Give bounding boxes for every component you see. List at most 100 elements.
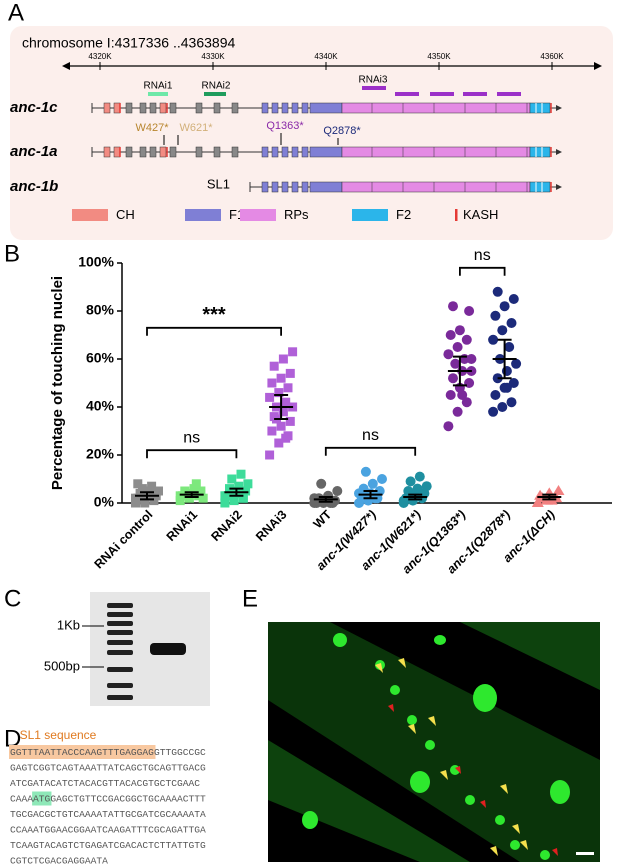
sequence-segment: CGTCTCGACGAGGAATA: [10, 855, 108, 866]
isoform-label: anc-1b: [10, 178, 58, 195]
data-point: [135, 488, 145, 498]
y-tick-label: 60%: [86, 350, 115, 366]
data-point: [325, 498, 336, 508]
exon: [281, 146, 289, 158]
data-point: [265, 450, 275, 460]
exon: [195, 146, 203, 158]
rnai-bar: [395, 92, 419, 96]
exon: [113, 102, 121, 114]
error-bar: [542, 493, 557, 501]
legend-label: KASH: [463, 207, 498, 222]
rnai-bar: [430, 92, 454, 96]
exon: [103, 146, 111, 158]
isoform-label: anc-1c: [10, 99, 58, 116]
exon: [113, 146, 121, 158]
error-bar: [497, 338, 512, 380]
data-point: [229, 486, 239, 496]
rnai-bar: [362, 86, 386, 90]
data-point: [501, 366, 512, 376]
data-point: [499, 301, 510, 312]
data-point: [194, 491, 204, 501]
sequence-line: TCAAGTACAGTCTGAGATCGACACTCTTATTGTG: [10, 840, 206, 851]
legend-label: CH: [116, 207, 135, 222]
exon: [309, 146, 343, 158]
sequence-segment: ATG: [33, 793, 51, 804]
sequence-segment: GAGTCGGTCAGTAAATTATCAGCTGCAGTTGACG: [10, 762, 206, 773]
data-point: [497, 325, 508, 336]
ladder-band: [107, 650, 133, 655]
exon: [291, 181, 299, 193]
exon: [213, 146, 221, 158]
exon: [271, 102, 279, 114]
sequence-segment: GTTGGCCGC: [154, 747, 206, 758]
significance-bracket: [146, 449, 238, 459]
data-point: [443, 421, 454, 432]
exon: [169, 146, 177, 158]
data-point: [267, 378, 277, 388]
data-point: [133, 479, 143, 489]
data-point: [332, 486, 343, 496]
data-point: [309, 493, 320, 504]
exon: [125, 146, 133, 158]
data-point: [175, 491, 185, 501]
data-point: [492, 286, 503, 297]
significance-label: ns: [362, 427, 379, 444]
exon: [231, 146, 239, 158]
error-bar: [229, 487, 244, 497]
rnai-bar: [148, 92, 168, 96]
data-point: [504, 342, 515, 352]
ruler-label: 4340K: [314, 52, 338, 61]
legend-swatch: [185, 209, 221, 221]
exon: [271, 181, 279, 193]
data-point: [454, 325, 465, 336]
exon: [341, 181, 531, 193]
ruler-label: 4350K: [427, 52, 451, 61]
panel-label: C: [4, 585, 21, 612]
exon: [159, 146, 167, 158]
sequence-highlight: [9, 745, 156, 759]
exon: [301, 146, 309, 158]
data-point: [269, 361, 279, 371]
arrow: [556, 184, 562, 190]
rnai-label: RNAi3: [359, 75, 388, 86]
data-point: [461, 334, 472, 345]
rnai-label: RNAi2: [202, 81, 231, 92]
mutation-label: W427*: [135, 122, 169, 134]
data-point: [448, 373, 458, 384]
sequence-line: TGCGACGCTGTCAAAATATTGCGATCGCAAAATA: [10, 809, 206, 820]
data-point: [220, 491, 230, 501]
error-bar: [140, 491, 154, 501]
gel-marker: 1Kb: [57, 617, 80, 632]
data-point: [461, 397, 472, 408]
ruler-label: 4330K: [201, 52, 225, 61]
data-point: [234, 481, 244, 491]
data-point: [457, 390, 468, 400]
legend-label: RPs: [284, 207, 309, 222]
rnai-label: RNAi1: [144, 81, 173, 92]
x-tick-label: RNAi1: [164, 508, 200, 544]
micrograph-tissue: [268, 740, 470, 862]
x-tick-label: WT: [311, 507, 335, 531]
data-point: [445, 390, 456, 400]
rnai-bar: [204, 92, 226, 96]
exon: [309, 181, 343, 193]
sequence-line: CCAAATGGAACGGAATCAAGATTTCGCAGATTGA: [10, 824, 206, 835]
x-tick-label: RNAi2: [208, 508, 244, 544]
exon: [195, 102, 203, 114]
significance-label: ***: [202, 304, 226, 326]
exon: [139, 102, 147, 114]
sequence-segment: CCAAATGGAACGGAATCAAGATTTCGCAGATTGA: [10, 824, 206, 835]
data-point: [278, 354, 288, 364]
data-point: [501, 382, 512, 393]
legend-label: F2: [396, 207, 411, 222]
data-point: [276, 373, 286, 383]
error-bar: [318, 496, 333, 503]
data-point: [464, 306, 475, 316]
exon: [261, 102, 269, 114]
legend-swatch: [352, 209, 388, 221]
y-tick-label: 80%: [86, 302, 115, 318]
exon: [159, 102, 167, 114]
data-point: [147, 481, 157, 491]
exon: [261, 181, 269, 193]
ladder-band: [107, 603, 133, 608]
